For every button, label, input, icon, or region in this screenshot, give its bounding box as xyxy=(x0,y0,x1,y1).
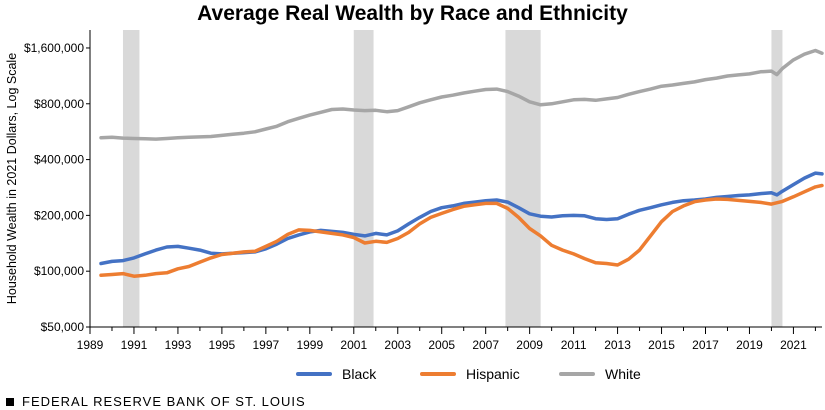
recession-band-0 xyxy=(122,30,140,327)
y-tick-label-2: $200,000 xyxy=(34,208,84,222)
y-tick-label-3: $400,000 xyxy=(34,153,84,167)
y-tick-label-1: $100,000 xyxy=(34,264,84,278)
legend-swatch-black xyxy=(296,372,332,376)
x-tick-label-4: 1997 xyxy=(253,338,280,352)
recession-band-2 xyxy=(505,30,541,327)
x-tick-label-7: 2003 xyxy=(384,338,411,352)
x-tick-label-9: 2007 xyxy=(472,338,499,352)
chart-title: Average Real Wealth by Race and Ethnicit… xyxy=(197,2,628,25)
legend-label-hispanic: Hispanic xyxy=(466,366,520,382)
source-text: FEDERAL RESERVE BANK OF ST. LOUIS xyxy=(22,394,306,409)
series-line-black xyxy=(99,171,824,266)
x-tick-label-0: 1989 xyxy=(77,338,104,352)
x-tick-label-12: 2013 xyxy=(604,338,631,352)
legend-item-white: White xyxy=(559,366,641,382)
x-tick-label-13: 2015 xyxy=(648,338,675,352)
recession-band-3 xyxy=(771,30,783,327)
chart-legend: Black Hispanic White xyxy=(0,366,825,386)
x-tick-label-5: 1999 xyxy=(296,338,323,352)
legend-swatch-white xyxy=(559,372,595,376)
x-tick-label-11: 2011 xyxy=(561,338,587,352)
x-tick-label-6: 2001 xyxy=(340,338,367,352)
y-tick-label-4: $800,000 xyxy=(34,97,84,111)
series-line-hispanic xyxy=(99,183,824,278)
x-tick-label-1: 1991 xyxy=(121,338,148,352)
x-tick-label-2: 1993 xyxy=(165,338,192,352)
x-tick-label-16: 2021 xyxy=(780,338,807,352)
legend-item-hispanic: Hispanic xyxy=(420,366,520,382)
x-tick-label-15: 2019 xyxy=(736,338,763,352)
legend-label-white: White xyxy=(605,366,641,382)
legend-swatch-hispanic xyxy=(420,372,456,376)
square-icon xyxy=(6,397,14,406)
recession-band-1 xyxy=(353,30,374,327)
x-tick-label-8: 2005 xyxy=(428,338,455,352)
y-tick-label-5: $1,600,000 xyxy=(24,41,84,55)
x-tick-label-3: 1995 xyxy=(209,338,236,352)
x-tick-label-14: 2017 xyxy=(692,338,719,352)
series-line-white xyxy=(99,48,824,141)
source-credit: FEDERAL RESERVE BANK OF ST. LOUIS xyxy=(6,394,306,409)
y-axis-label: Household Wealth in 2021 Dollars, Log Sc… xyxy=(5,53,19,304)
legend-label-black: Black xyxy=(342,366,377,382)
y-tick-label-0: $50,000 xyxy=(41,320,85,334)
x-tick-label-10: 2009 xyxy=(516,338,543,352)
legend-item-black: Black xyxy=(296,366,376,382)
